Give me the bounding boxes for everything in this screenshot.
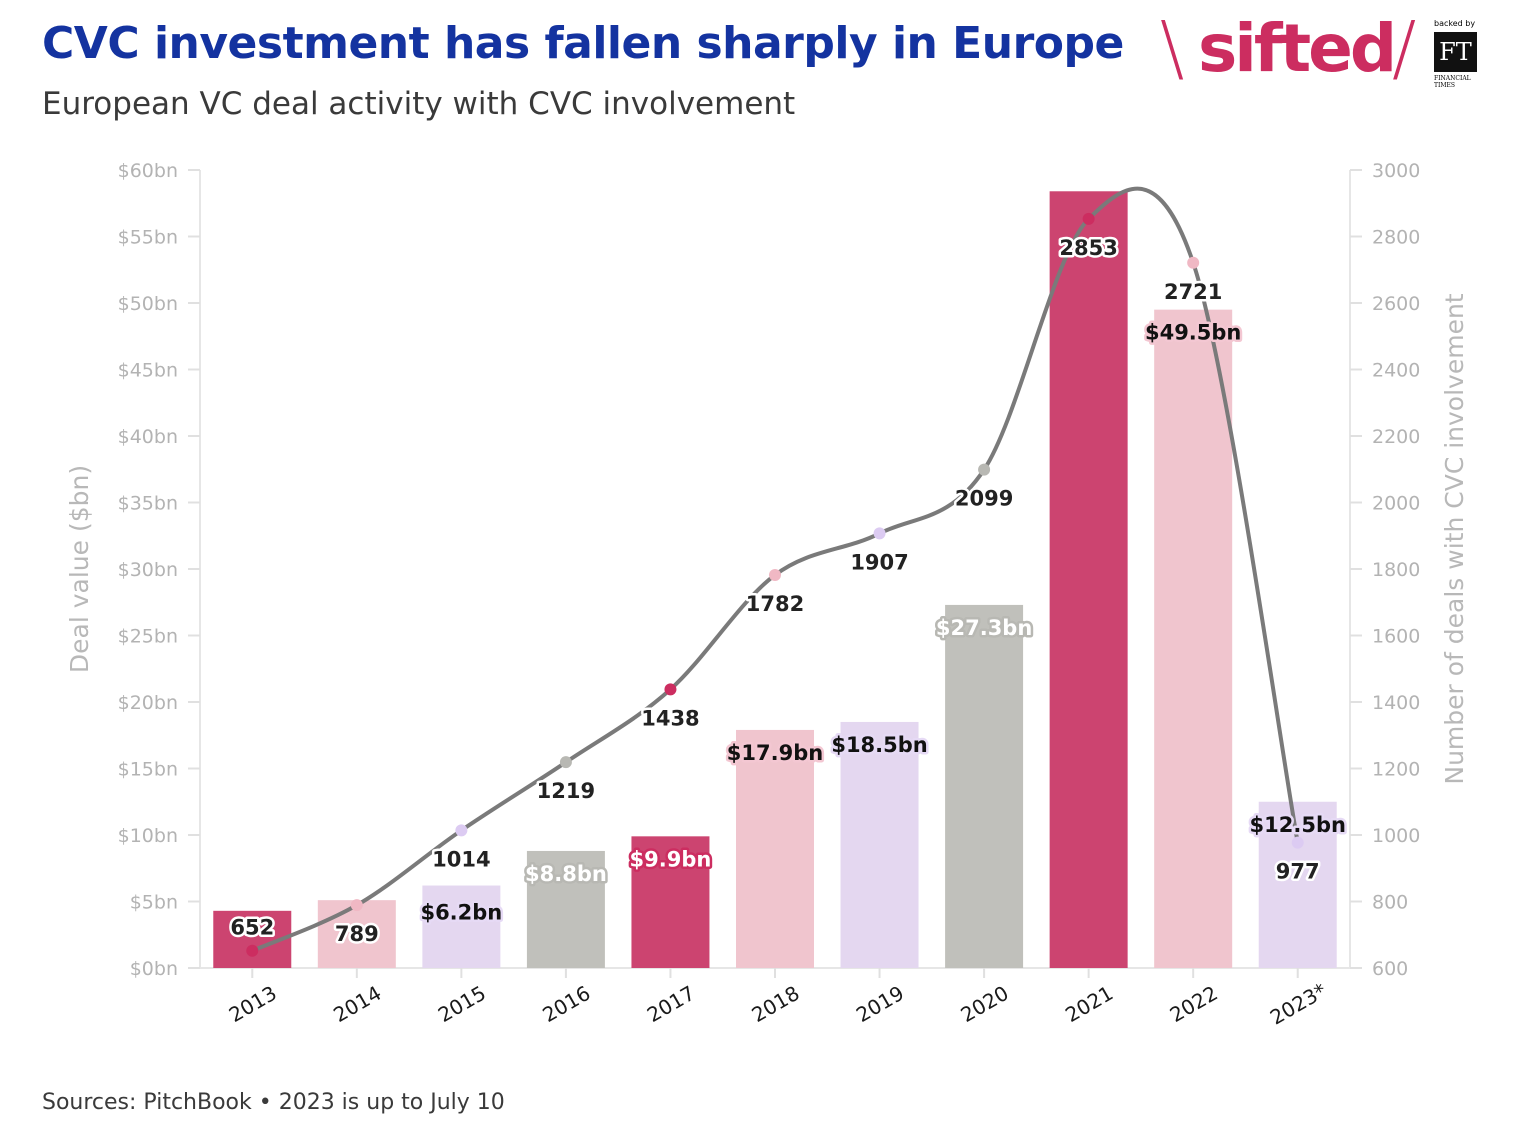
bar-value-label: $6.2bn <box>420 901 502 925</box>
ft-name: FINANCIAL TIMES <box>1434 75 1471 89</box>
y-tick-label: $20bn <box>118 692 178 714</box>
y-tick-label: $25bn <box>118 626 178 648</box>
y-tick-label: $15bn <box>118 759 178 781</box>
y-tick-label: $5bn <box>130 892 178 914</box>
sifted-wordmark: sifted <box>1198 10 1397 87</box>
deals-value-label: 2099 <box>955 487 1013 511</box>
x-tick-label: 2016 <box>538 981 594 1027</box>
deals-point <box>455 824 468 837</box>
deals-point <box>350 899 363 912</box>
bar <box>422 885 501 968</box>
ft-logo-icon: FT <box>1434 32 1477 72</box>
x-tick-label: 2021 <box>1061 981 1117 1027</box>
y-tick-label: $35bn <box>118 493 178 515</box>
bar-value-label: $9.9bn <box>630 847 712 871</box>
bars <box>213 191 1337 968</box>
deals-point <box>978 463 991 476</box>
chart-subtitle: European VC deal activity with CVC invol… <box>42 86 796 122</box>
y-tick-label: $60bn <box>118 160 178 182</box>
x-tick-label: 2020 <box>957 981 1013 1027</box>
y-tick-label: $30bn <box>118 559 178 581</box>
y2-tick-label: 1600 <box>1372 626 1420 648</box>
bar <box>317 900 396 968</box>
bar-value-label: $8.8bn <box>525 862 607 886</box>
bar <box>736 729 814 968</box>
deals-point <box>1291 836 1304 849</box>
logo-backslash-icon: \ <box>1160 6 1185 90</box>
labels: $6.2bn $8.8bn $9.9bn $17.9bn $18.5bn $27.3bn $… <box>228 233 1349 948</box>
y-tick-label: $45bn <box>118 360 178 382</box>
y-axis-title: Deal value ($bn) <box>65 465 94 673</box>
bar <box>945 604 1024 968</box>
x-tick-label: 2018 <box>747 981 803 1027</box>
logo-slash-icon: / <box>1392 6 1417 90</box>
y2-tick-label: 1400 <box>1372 692 1420 714</box>
y2-tick-label: 1200 <box>1372 759 1420 781</box>
deals-value-label: 2853 <box>1059 236 1117 260</box>
deals-value-label: 1014 <box>432 847 490 871</box>
deals-value-label: 2721 <box>1164 280 1222 304</box>
bar-value-label: $49.5bn <box>1145 321 1241 345</box>
bar <box>1258 801 1337 968</box>
deals-point <box>873 527 886 540</box>
ft-name-line2: TIMES <box>1434 82 1456 89</box>
y2-tick-label: 600 <box>1372 958 1408 980</box>
chart-title: CVC investment has fallen sharply in Eur… <box>42 18 1124 69</box>
y2-tick-label: 1000 <box>1372 825 1420 847</box>
backed-by-label: backed by <box>1434 19 1476 28</box>
bar-value-label: $18.5bn <box>831 733 927 757</box>
x-tick-label: 2013 <box>225 981 281 1027</box>
x-tick-label: 2015 <box>434 981 490 1027</box>
y2-tick-label: 2800 <box>1372 227 1420 249</box>
deals-value-label: 977 <box>1276 860 1320 884</box>
y2-axis-title: Number of deals with CVC involvement <box>1440 293 1469 784</box>
deals-value-label: 652 <box>230 916 274 940</box>
y-tick-label: $0bn <box>130 958 178 980</box>
y-tick-label: $55bn <box>118 227 178 249</box>
deals-point <box>559 756 572 769</box>
bar-value-label: $12.5bn <box>1250 813 1346 837</box>
y2-tick-label: 2000 <box>1372 493 1420 515</box>
bar <box>631 836 710 968</box>
deals-point <box>664 683 677 696</box>
x-tick-label: 2017 <box>643 981 699 1027</box>
y-tick-label: $50bn <box>118 293 178 315</box>
source-note: Sources: PitchBook • 2023 is up to July … <box>42 1090 505 1115</box>
deals-point <box>246 944 259 957</box>
deals-value-label: 1219 <box>537 779 595 803</box>
x-tick-label: 2023* <box>1266 978 1331 1029</box>
bar-value-label: $17.9bn <box>727 741 823 765</box>
bar <box>840 721 919 968</box>
deals-point <box>1082 212 1095 225</box>
x-tick-label: 2022 <box>1166 981 1222 1027</box>
deals-point <box>769 568 781 581</box>
x-tick-label: 2019 <box>852 981 908 1027</box>
ft-name-line1: FINANCIAL <box>1434 75 1471 82</box>
y2-tick-label: 2600 <box>1372 293 1420 315</box>
deals-point <box>1187 256 1200 269</box>
y2-tick-label: 2400 <box>1372 360 1420 382</box>
bar <box>526 850 605 968</box>
y2-tick-label: 2200 <box>1372 426 1420 448</box>
deals-value-label: 789 <box>335 922 379 946</box>
deals-value-label: 1782 <box>746 592 804 616</box>
y-tick-label: $10bn <box>118 825 178 847</box>
y2-tick-label: 1800 <box>1372 559 1420 581</box>
deals-value-label: 1438 <box>641 706 699 730</box>
y2-tick-label: 800 <box>1372 892 1408 914</box>
x-tick-label: 2014 <box>329 981 385 1027</box>
bar-value-label: $27.3bn <box>936 616 1032 640</box>
y-tick-label: $40bn <box>118 426 178 448</box>
y2-tick-label: 3000 <box>1372 160 1420 182</box>
bar <box>1049 191 1128 968</box>
deals-value-label: 1907 <box>850 550 908 574</box>
line-layer <box>246 186 1304 957</box>
bar <box>1154 309 1233 968</box>
